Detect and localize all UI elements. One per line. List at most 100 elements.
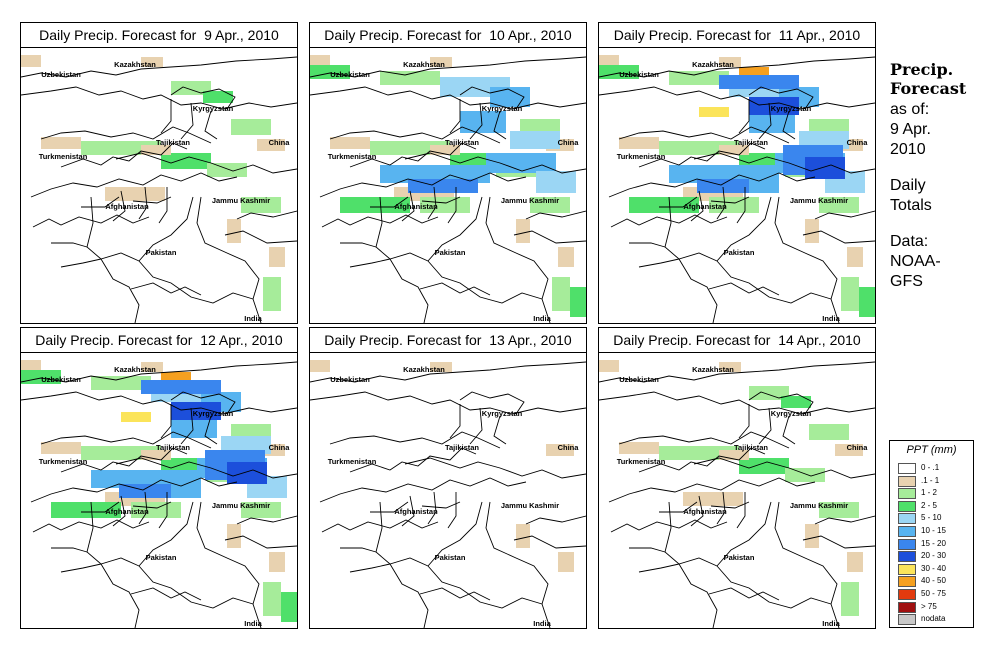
legend-label: 30 - 40 <box>921 563 946 573</box>
border-line <box>319 172 527 198</box>
legend-label: .1 - 1 <box>921 475 940 485</box>
border-line <box>321 214 439 228</box>
precip-cell <box>749 173 779 193</box>
precip-cell <box>340 197 410 213</box>
border-line <box>608 477 816 503</box>
precip-cell <box>263 582 281 616</box>
border-line <box>100 563 140 628</box>
precip-cell <box>430 362 452 372</box>
legend-item: 15 - 20 <box>898 538 970 550</box>
country-label: China <box>269 443 291 452</box>
country-label: Afghanistan <box>105 507 149 516</box>
country-label: Pakistan <box>724 553 755 562</box>
legend-item: 0 - .1 <box>898 463 970 474</box>
as-of-date: as of: 9 Apr. 2010 <box>890 100 980 160</box>
country-label: Kazakhstan <box>692 365 734 374</box>
border-line <box>693 152 875 174</box>
border-line <box>690 491 746 529</box>
country-label: Kyrgyzstan <box>193 104 234 113</box>
precip-cell <box>241 502 281 518</box>
map-canvas: Kazakhstan Uzbekistan Kyrgyzstan Tajikistan… <box>599 55 875 323</box>
precip-cell <box>231 119 271 135</box>
border-line <box>100 258 140 323</box>
border-line <box>310 391 586 415</box>
border-line <box>618 126 790 144</box>
border-line <box>485 196 551 323</box>
precip-map: Kazakhstan Uzbekistan Kyrgyzstan Tajikistan… <box>310 352 586 628</box>
precip-cell <box>310 65 350 79</box>
country-label: Afghanistan <box>105 202 149 211</box>
border-line <box>375 196 483 262</box>
border-line <box>224 515 297 549</box>
precip-cell <box>516 524 530 548</box>
border-line <box>319 477 527 503</box>
country-label: Turkmenistan <box>328 457 377 466</box>
map-canvas: Kazakhstan Uzbekistan Kyrgyzstan Tajikistan… <box>310 55 586 323</box>
panel-title: Daily Precip. Forecast for 14 Apr., 2010 <box>599 328 875 353</box>
forecast-panel-apr-10: Daily Precip. Forecast for 10 Apr., 2010… <box>309 22 587 324</box>
precip-cell <box>227 462 267 484</box>
legend-swatch <box>898 614 916 626</box>
sidebar-info: Precip. Forecast as of: 9 Apr. 2010 Dail… <box>890 60 980 292</box>
border-line <box>86 501 194 567</box>
country-label: Kyrgyzstan <box>193 409 234 418</box>
precip-cell <box>552 277 570 311</box>
country-label: Afghanistan <box>683 507 727 516</box>
border-line <box>693 457 875 479</box>
precip-cell <box>536 171 576 193</box>
legend-swatch <box>898 563 916 575</box>
border-line <box>459 86 525 110</box>
border-line <box>60 142 188 168</box>
country-label: India <box>244 314 262 323</box>
precip-map: Kazakhstan Uzbekistan Kyrgyzstan Tajikistan… <box>599 352 875 628</box>
precip-cell <box>171 81 211 95</box>
precip-cell <box>805 219 819 243</box>
country-label: Uzbekistan <box>41 375 81 384</box>
precip-cell <box>21 370 61 384</box>
country-label: China <box>847 138 869 147</box>
legend-item: 10 - 15 <box>898 526 970 537</box>
country-label: Turkmenistan <box>39 457 88 466</box>
map-canvas: Kazakhstan Uzbekistan Kyrgyzstan Tajikistan… <box>21 55 297 323</box>
border-line <box>748 86 814 110</box>
precip-cell <box>141 380 221 394</box>
precip-cell <box>847 552 863 572</box>
border-line <box>224 210 297 244</box>
precip-cell <box>749 97 799 115</box>
precip-map: Kazakhstan Uzbekistan Kyrgyzstan Tajikistan… <box>310 47 586 323</box>
legend-label: 1 - 2 <box>921 488 938 498</box>
country-label: Uzbekistan <box>330 375 370 384</box>
country-label: Turkmenistan <box>39 152 88 161</box>
country-label: Kazakhstan <box>114 60 156 69</box>
precip-cell <box>847 247 863 267</box>
border-line <box>738 99 796 140</box>
border-line <box>115 152 297 174</box>
legend-item: 2 - 5 <box>898 500 970 512</box>
country-label: Kazakhstan <box>114 365 156 374</box>
country-label: Kyrgyzstan <box>482 409 523 418</box>
precip-cell <box>41 442 81 454</box>
border-line <box>599 361 875 383</box>
precip-cell <box>629 197 699 213</box>
country-label: Uzbekistan <box>619 375 659 384</box>
country-label: Tajikistan <box>156 138 190 147</box>
precip-cell <box>227 524 241 548</box>
precip-cell <box>257 139 285 151</box>
precip-cell <box>263 277 281 311</box>
border-line <box>370 196 461 208</box>
precip-cell <box>203 91 233 103</box>
border-line <box>340 242 391 268</box>
precip-cell <box>408 179 478 193</box>
precip-cell <box>841 582 859 616</box>
country-label: China <box>558 138 580 147</box>
precip-cell <box>51 502 121 518</box>
border-line <box>51 547 102 573</box>
precip-cell <box>486 153 556 173</box>
panel-title: Daily Precip. Forecast for 12 Apr., 2010 <box>21 328 297 353</box>
map-canvas: Kazakhstan Uzbekistan Kyrgyzstan Tajikistan… <box>21 360 297 628</box>
border-line <box>599 56 875 78</box>
border-line <box>608 172 816 198</box>
legend-swatch <box>898 526 916 537</box>
country-label: China <box>847 443 869 452</box>
precip-cell <box>546 444 574 456</box>
